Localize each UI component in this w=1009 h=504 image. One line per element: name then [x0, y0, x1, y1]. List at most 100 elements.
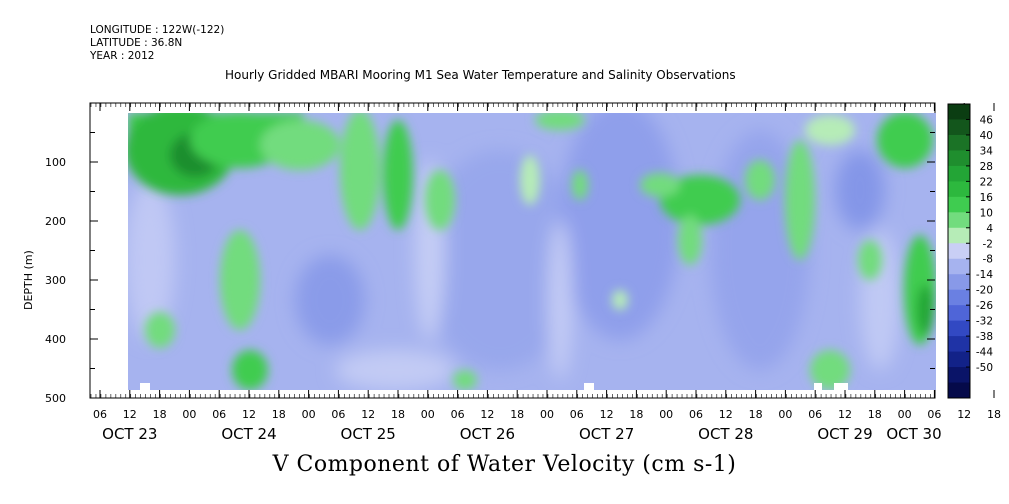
field-patch — [678, 215, 702, 265]
colorbar-tick-label: 40 — [980, 130, 993, 142]
colorbar-tick-label: 46 — [980, 114, 994, 126]
field-patch — [260, 120, 340, 170]
y-tick-label: 100 — [45, 156, 66, 169]
x-hour-tick-label: 06 — [451, 408, 465, 421]
y-tick-label: 300 — [45, 274, 66, 287]
field-patch — [145, 312, 175, 348]
missing-data-block — [140, 383, 150, 390]
colorbar-tick-label: 34 — [980, 145, 994, 157]
variable-label: V Component of Water Velocity (cm s-1) — [272, 452, 737, 477]
x-hour-tick-label: 00 — [778, 408, 792, 421]
x-day-label: OCT 29 — [817, 425, 872, 443]
colorbar-swatch — [948, 320, 970, 337]
x-hour-tick-label: 12 — [838, 408, 852, 421]
field-patch — [745, 160, 775, 200]
field-patch — [917, 285, 933, 335]
colorbar-swatch — [948, 134, 970, 151]
x-hour-tick-label: 18 — [272, 408, 286, 421]
colorbar-tick-label: -14 — [976, 269, 993, 281]
field-patch — [128, 180, 175, 340]
colorbar-swatch — [948, 274, 970, 291]
x-hour-tick-label: 00 — [421, 408, 435, 421]
x-hour-tick-label: 18 — [987, 408, 1001, 421]
x-hour-tick-label: 12 — [123, 408, 137, 421]
colorbar-tick-label: -44 — [976, 347, 993, 359]
y-tick-label: 200 — [45, 215, 66, 228]
field-patch — [420, 150, 580, 370]
missing-data-block — [834, 383, 848, 390]
x-hour-tick-label: 18 — [629, 408, 643, 421]
x-day-label: OCT 25 — [341, 425, 396, 443]
field-patch — [835, 150, 885, 230]
colorbar-tick-label: -32 — [976, 316, 993, 328]
field-patch — [548, 220, 572, 380]
x-hour-tick-label: 06 — [808, 408, 822, 421]
x-hour-tick-label: 12 — [600, 408, 614, 421]
field-patch — [877, 113, 933, 168]
x-hour-tick-label: 12 — [480, 408, 494, 421]
x-hour-tick-label: 06 — [212, 408, 226, 421]
x-hour-tick-label: 06 — [331, 408, 345, 421]
colorbar-swatch — [948, 165, 970, 182]
x-day-label: OCT 23 — [102, 425, 157, 443]
colorbar-tick-label: -20 — [976, 285, 993, 297]
field-patch — [295, 255, 365, 345]
x-hour-tick-label: 18 — [510, 408, 524, 421]
colorbar-swatch — [948, 243, 970, 260]
x-hour-tick-label: 06 — [927, 408, 941, 421]
x-hour-tick-label: 06 — [93, 408, 107, 421]
colorbar-tick-label: -8 — [983, 254, 993, 266]
x-hour-tick-label: 18 — [153, 408, 167, 421]
colorbar-swatch — [948, 336, 970, 353]
x-hour-tick-label: 00 — [898, 408, 912, 421]
field-patch — [640, 173, 680, 197]
colorbar-swatch — [948, 227, 970, 244]
field-patch — [425, 170, 455, 230]
field-patch — [785, 140, 815, 260]
colorbar-swatch — [948, 150, 970, 167]
x-day-label: OCT 28 — [698, 425, 753, 443]
colorbar-swatch — [948, 196, 970, 213]
field-patch — [612, 290, 628, 310]
colorbar-tick-label: -26 — [976, 300, 993, 312]
colorbar-tick-label: -38 — [976, 331, 993, 343]
x-hour-tick-label: 06 — [570, 408, 584, 421]
colorbar-swatch — [948, 305, 970, 322]
colorbar-tick-label: 28 — [980, 161, 993, 173]
colorbar-tick-label: -2 — [983, 238, 993, 250]
x-hour-tick-label: 06 — [689, 408, 703, 421]
field-patch — [335, 350, 455, 390]
colorbar: 46 40 34 28 22 16 10 4 -2 -8 -14 -20 -26 -32 -38 -44 -50 — [947, 103, 994, 399]
x-day-label: OCT 26 — [460, 425, 515, 443]
x-hour-tick-label: 12 — [242, 408, 256, 421]
x-day-label: OCT 27 — [579, 425, 634, 443]
longitude-label: LONGITUDE : 122W(-122) — [90, 24, 225, 36]
colorbar-tick-label: 22 — [980, 176, 993, 188]
field-patch — [858, 240, 882, 280]
y-tick-label: 400 — [45, 333, 66, 346]
x-hour-tick-label: 00 — [659, 408, 673, 421]
colorbar-frame — [947, 103, 971, 399]
colorbar-tick-label: 10 — [980, 207, 993, 219]
y-tick-label: 500 — [45, 392, 66, 405]
colorbar-swatch — [948, 289, 970, 306]
x-hour-tick-label: 00 — [540, 408, 554, 421]
x-hour-tick-label: 18 — [749, 408, 763, 421]
missing-data-block — [814, 383, 822, 390]
colorbar-swatch — [948, 119, 970, 136]
x-hour-tick-label: 00 — [302, 408, 316, 421]
colorbar-tick-label: 4 — [986, 223, 993, 235]
field-patch — [383, 120, 413, 230]
chart-title: Hourly Gridded MBARI Mooring M1 Sea Wate… — [225, 68, 736, 82]
x-hour-tick-label: 12 — [957, 408, 971, 421]
colorbar-swatch — [948, 104, 970, 120]
field-patch — [520, 155, 540, 205]
latitude-label: LATITUDE : 36.8N — [90, 37, 183, 49]
field-patch — [560, 113, 680, 340]
colorbar-tick-label: 16 — [980, 192, 994, 204]
field-patch — [805, 115, 855, 145]
x-hour-tick-label: 18 — [391, 408, 405, 421]
field-patch — [810, 350, 850, 390]
field-patch — [220, 230, 260, 330]
field-patch — [453, 370, 477, 390]
